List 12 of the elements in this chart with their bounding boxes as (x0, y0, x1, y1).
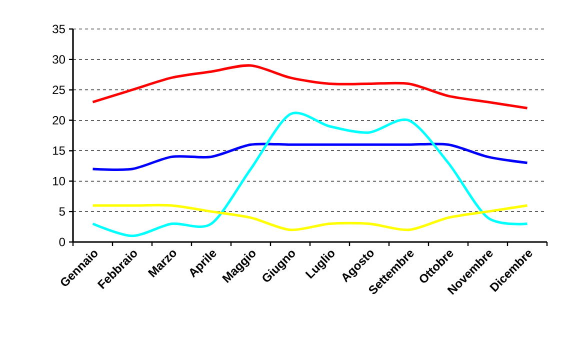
y-tick-label: 25 (52, 86, 65, 94)
line-series (92, 64, 528, 110)
y-tick-label: 10 (53, 176, 65, 186)
y-tick-label: 30 (52, 55, 65, 64)
y-tick-label: 15 (53, 146, 65, 155)
line-series (92, 142, 528, 171)
y-tick-label: 20 (52, 116, 65, 125)
y-tick-label: 35 (52, 24, 65, 34)
line-series (92, 112, 528, 238)
line-series (92, 204, 528, 232)
y-tick-label: 5 (59, 207, 65, 216)
y-tick-label: 0 (59, 238, 66, 246)
